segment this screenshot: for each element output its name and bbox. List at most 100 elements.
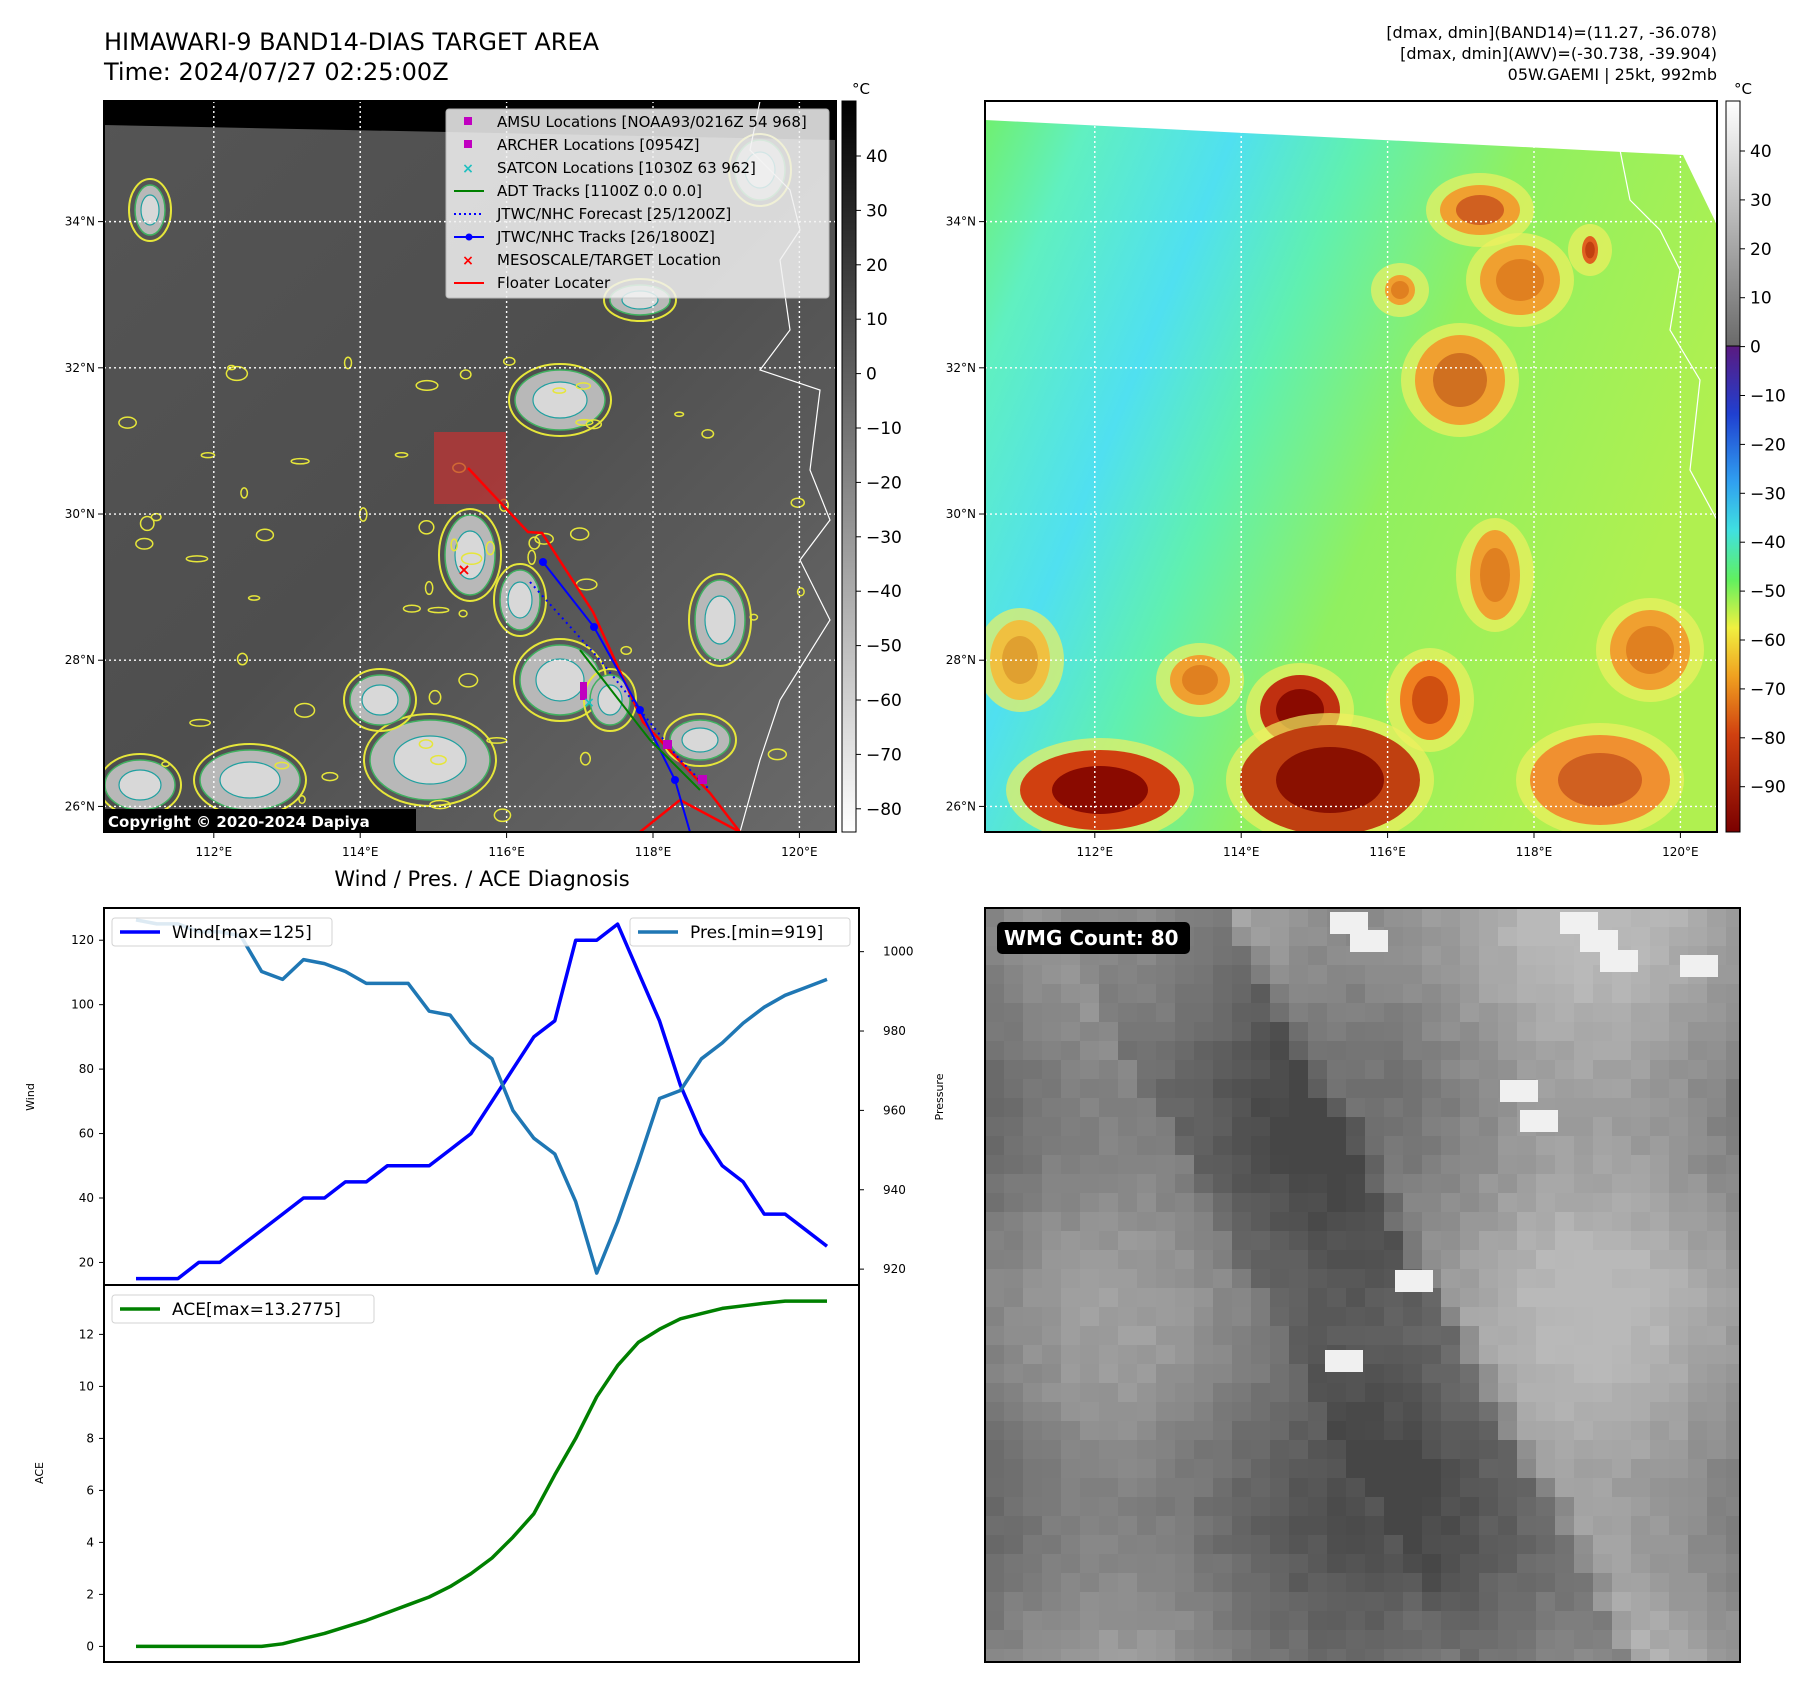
wmg-pixel	[1612, 1155, 1631, 1174]
wmg-pixel	[1137, 1516, 1156, 1535]
wmg-pixel	[1384, 1459, 1403, 1478]
wmg-pixel	[1327, 1573, 1346, 1592]
wmg-pixel	[1365, 1174, 1384, 1193]
wmg-pixel	[1118, 1117, 1137, 1136]
wmg-pixel	[1479, 1364, 1498, 1383]
wmg-pixel	[1422, 1326, 1441, 1345]
wmg-pixel	[1023, 1535, 1042, 1554]
wmg-pixel	[1498, 1345, 1517, 1364]
wmg-pixel	[1175, 1497, 1194, 1516]
wmg-pixel	[1669, 1250, 1688, 1269]
wmg-pixel	[1403, 1117, 1422, 1136]
wmg-pixel	[1232, 1592, 1251, 1611]
wmg-pixel	[1346, 1497, 1365, 1516]
wmg-pixel	[1080, 1022, 1099, 1041]
wmg-pixel	[1042, 1535, 1061, 1554]
wmg-pixel	[1498, 1459, 1517, 1478]
wmg-pixel	[985, 1573, 1004, 1592]
wmg-pixel	[1080, 1060, 1099, 1079]
wmg-pixel	[1346, 965, 1365, 984]
wmg-pixel	[1593, 1421, 1612, 1440]
wmg-pixel	[1460, 1554, 1479, 1573]
wmg-pixel	[1384, 1155, 1403, 1174]
wmg-pixel	[985, 1554, 1004, 1573]
wmg-pixel	[1099, 1554, 1118, 1573]
wmg-pixel	[1631, 1364, 1650, 1383]
wmg-pixel	[1707, 1402, 1726, 1421]
wmg-pixel	[1460, 1478, 1479, 1497]
wmg-pixel	[1631, 1098, 1650, 1117]
wmg-pixel	[1498, 1060, 1517, 1079]
coastline	[1619, 149, 1717, 521]
wmg-pixel	[1517, 1535, 1536, 1554]
wmg-pixel	[1289, 1573, 1308, 1592]
copyright-text: Copyright © 2020-2024 Dapiya	[108, 813, 370, 831]
wmg-pixel	[1251, 1383, 1270, 1402]
wmg-pixel	[1726, 1516, 1740, 1535]
wmg-pixel	[1593, 1535, 1612, 1554]
wmg-pixel	[1688, 1573, 1707, 1592]
cell-core	[1585, 241, 1595, 259]
wmg-pixel	[1460, 1022, 1479, 1041]
wmg-pixel	[1688, 1326, 1707, 1345]
wmg-pixel	[1384, 1079, 1403, 1098]
wmg-pixel	[1650, 1250, 1669, 1269]
wmg-pixel	[1232, 1535, 1251, 1554]
wmg-pixel	[1289, 1383, 1308, 1402]
wmg-pixel	[1042, 1060, 1061, 1079]
wmg-pixel	[1308, 1440, 1327, 1459]
wmg-pixel	[1289, 1193, 1308, 1212]
wmg-pixel	[1099, 1193, 1118, 1212]
wmg-pixel	[1422, 1478, 1441, 1497]
wmg-pixel	[1251, 1611, 1270, 1630]
wmg-pixel	[1460, 1402, 1479, 1421]
wmg-pixel	[1232, 1345, 1251, 1364]
wmg-pixel	[1403, 1212, 1422, 1231]
wmg-pixel	[1118, 1136, 1137, 1155]
wmg-pixel	[1688, 1060, 1707, 1079]
wmg-pixel	[1365, 1136, 1384, 1155]
wmg-pixel	[1175, 1193, 1194, 1212]
wmg-pixel	[1175, 1250, 1194, 1269]
wmg-pixel	[1612, 1117, 1631, 1136]
wmg-pixel	[1232, 1459, 1251, 1478]
wmg-pixel	[1137, 1098, 1156, 1117]
wmg-pixel	[1669, 1630, 1688, 1649]
wmg-pixel	[1251, 1060, 1270, 1079]
wmg-pixel	[985, 1003, 1004, 1022]
wmg-pixel	[1707, 1383, 1726, 1402]
wmg-pixel	[1574, 1478, 1593, 1497]
wmg-pixel	[1327, 984, 1346, 1003]
wmg-pixel	[1270, 1231, 1289, 1250]
wmg-pixel	[1289, 927, 1308, 946]
wmg-pixel	[1612, 1288, 1631, 1307]
wmg-pixel	[1194, 1212, 1213, 1231]
wmg-pixel	[1061, 1193, 1080, 1212]
wmg-pixel	[1688, 1307, 1707, 1326]
wmg-pixel	[1023, 984, 1042, 1003]
wmg-pixel	[1099, 1326, 1118, 1345]
wmg-pixel	[1080, 1516, 1099, 1535]
wmg-pixel	[1118, 1592, 1137, 1611]
wmg-pixel	[1270, 1649, 1289, 1662]
small-cloud-contour	[575, 418, 594, 427]
wmg-pixel	[1479, 1060, 1498, 1079]
wmg-pixel	[1023, 1269, 1042, 1288]
wmg-pixel	[1251, 1364, 1270, 1383]
wmg-pixel	[1688, 1516, 1707, 1535]
wmg-pixel	[1650, 1212, 1669, 1231]
wmg-pixel	[1517, 1649, 1536, 1662]
legend-item: JTWC/NHC Tracks [26/1800Z]	[454, 228, 715, 246]
wmg-pixel	[1213, 1535, 1232, 1554]
wmg-pixel	[1707, 1193, 1726, 1212]
wmg-pixel	[1669, 1098, 1688, 1117]
wmg-pixel	[1688, 1193, 1707, 1212]
wmg-pixel	[1479, 1478, 1498, 1497]
wmg-pixel	[1080, 1459, 1099, 1478]
wmg-pixel	[1270, 1174, 1289, 1193]
wmg-pixel	[1118, 1155, 1137, 1174]
wmg-pixel	[1631, 984, 1650, 1003]
wmg-pixel	[1270, 1402, 1289, 1421]
series-line	[136, 1299, 827, 1649]
wmg-pixel	[1612, 1060, 1631, 1079]
